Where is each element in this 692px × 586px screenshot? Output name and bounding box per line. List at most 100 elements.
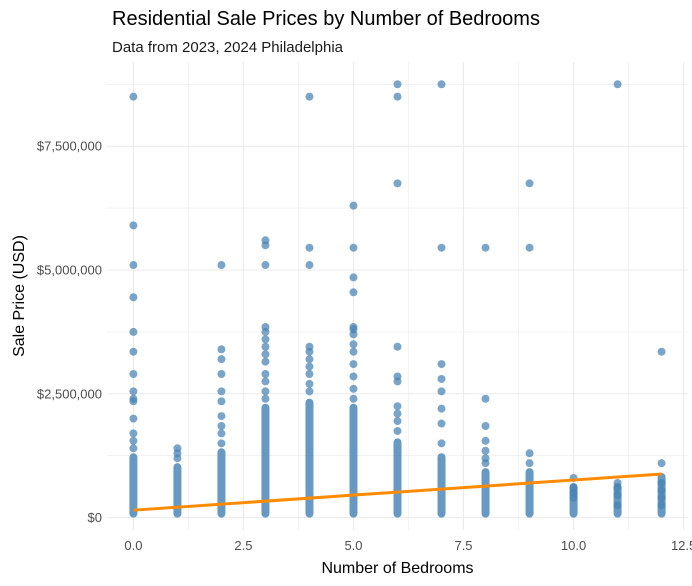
data-point bbox=[129, 436, 138, 445]
data-point bbox=[217, 370, 226, 378]
data-point bbox=[349, 360, 358, 369]
data-point bbox=[437, 243, 446, 252]
data-point bbox=[569, 493, 578, 502]
data-point bbox=[305, 387, 314, 396]
data-point bbox=[129, 347, 138, 356]
data-point bbox=[393, 417, 402, 426]
data-point bbox=[261, 350, 270, 359]
data-point bbox=[129, 293, 138, 302]
dense-point-cluster bbox=[305, 398, 314, 518]
data-point bbox=[305, 92, 314, 101]
data-point bbox=[613, 80, 622, 89]
data-point bbox=[437, 404, 446, 413]
data-point bbox=[525, 449, 534, 458]
dense-point-cluster bbox=[525, 468, 534, 518]
data-point bbox=[393, 179, 402, 188]
x-axis-title: Number of Bedrooms bbox=[321, 560, 473, 577]
data-point bbox=[129, 221, 138, 230]
data-point bbox=[393, 426, 402, 435]
trend-line-group bbox=[133, 472, 662, 512]
data-point bbox=[305, 261, 314, 270]
dense-point-cluster bbox=[217, 448, 226, 518]
dense-point-cluster bbox=[349, 403, 358, 518]
data-point bbox=[349, 394, 358, 403]
data-point bbox=[261, 342, 270, 351]
data-point bbox=[437, 360, 446, 369]
data-point bbox=[349, 347, 358, 356]
trend-line bbox=[133, 472, 662, 512]
data-point bbox=[305, 362, 314, 371]
data-point bbox=[129, 394, 138, 403]
data-point bbox=[393, 80, 402, 89]
data-point bbox=[657, 486, 666, 495]
axis-ticks: 0.0 2.5 5.0 7.5 10.0 12.5 $0 $2,500,000 $5,000,0… bbox=[37, 139, 692, 553]
data-point bbox=[481, 394, 490, 403]
dense-point-cluster bbox=[261, 403, 270, 518]
x-tick-label: 5.0 bbox=[344, 538, 362, 553]
data-point bbox=[437, 439, 446, 448]
data-point bbox=[437, 374, 446, 383]
dense-point-cluster bbox=[481, 468, 490, 518]
data-point bbox=[261, 335, 270, 344]
data-point bbox=[393, 402, 402, 411]
data-point bbox=[305, 355, 314, 364]
y-axis-title: Sale Price (USD) bbox=[11, 235, 28, 357]
data-point bbox=[261, 322, 270, 331]
dense-point-cluster bbox=[613, 482, 622, 518]
data-point bbox=[437, 387, 446, 396]
data-point bbox=[393, 342, 402, 351]
data-point bbox=[481, 422, 490, 430]
data-point bbox=[217, 261, 226, 270]
data-points bbox=[129, 80, 666, 518]
data-point bbox=[129, 429, 138, 438]
data-point bbox=[261, 370, 270, 378]
data-point bbox=[481, 436, 490, 445]
data-point bbox=[349, 273, 358, 282]
data-point bbox=[393, 372, 402, 381]
data-point bbox=[349, 288, 358, 297]
data-point bbox=[129, 387, 138, 396]
data-point bbox=[217, 429, 226, 438]
data-point bbox=[481, 446, 490, 455]
x-tick-label: 10.0 bbox=[561, 538, 586, 553]
data-point bbox=[129, 327, 138, 336]
data-point bbox=[261, 387, 270, 396]
y-tick-label: $2,500,000 bbox=[37, 386, 102, 401]
x-tick-label: 12.5 bbox=[671, 538, 692, 553]
data-point bbox=[261, 236, 270, 245]
data-point bbox=[349, 243, 358, 252]
data-point bbox=[217, 387, 226, 396]
data-point bbox=[349, 340, 358, 349]
dense-point-cluster bbox=[393, 438, 402, 518]
data-point bbox=[305, 370, 314, 378]
dense-point-cluster bbox=[129, 453, 138, 518]
data-point bbox=[657, 493, 666, 502]
data-point bbox=[129, 92, 138, 101]
data-point bbox=[261, 261, 270, 270]
data-point bbox=[657, 478, 666, 487]
data-point bbox=[481, 243, 490, 252]
data-point bbox=[129, 414, 138, 423]
data-point bbox=[217, 397, 226, 406]
chart-subtitle: Data from 2023, 2024 Philadelphia bbox=[112, 39, 343, 56]
x-tick-label: 2.5 bbox=[234, 538, 252, 553]
data-point bbox=[349, 322, 358, 331]
data-point bbox=[525, 459, 534, 468]
data-point bbox=[613, 478, 622, 487]
data-point bbox=[217, 439, 226, 448]
data-point bbox=[173, 444, 182, 453]
data-point bbox=[305, 342, 314, 351]
data-point bbox=[393, 409, 402, 418]
dense-point-cluster bbox=[437, 453, 446, 518]
data-point bbox=[437, 80, 446, 89]
data-point bbox=[261, 394, 270, 403]
data-point bbox=[393, 92, 402, 101]
data-point bbox=[349, 384, 358, 393]
data-point bbox=[657, 459, 666, 468]
dense-point-cluster bbox=[173, 463, 182, 518]
data-point bbox=[437, 419, 446, 428]
data-point bbox=[349, 372, 358, 381]
x-tick-label: 0.0 bbox=[124, 538, 142, 553]
y-tick-label: $0 bbox=[88, 510, 102, 525]
